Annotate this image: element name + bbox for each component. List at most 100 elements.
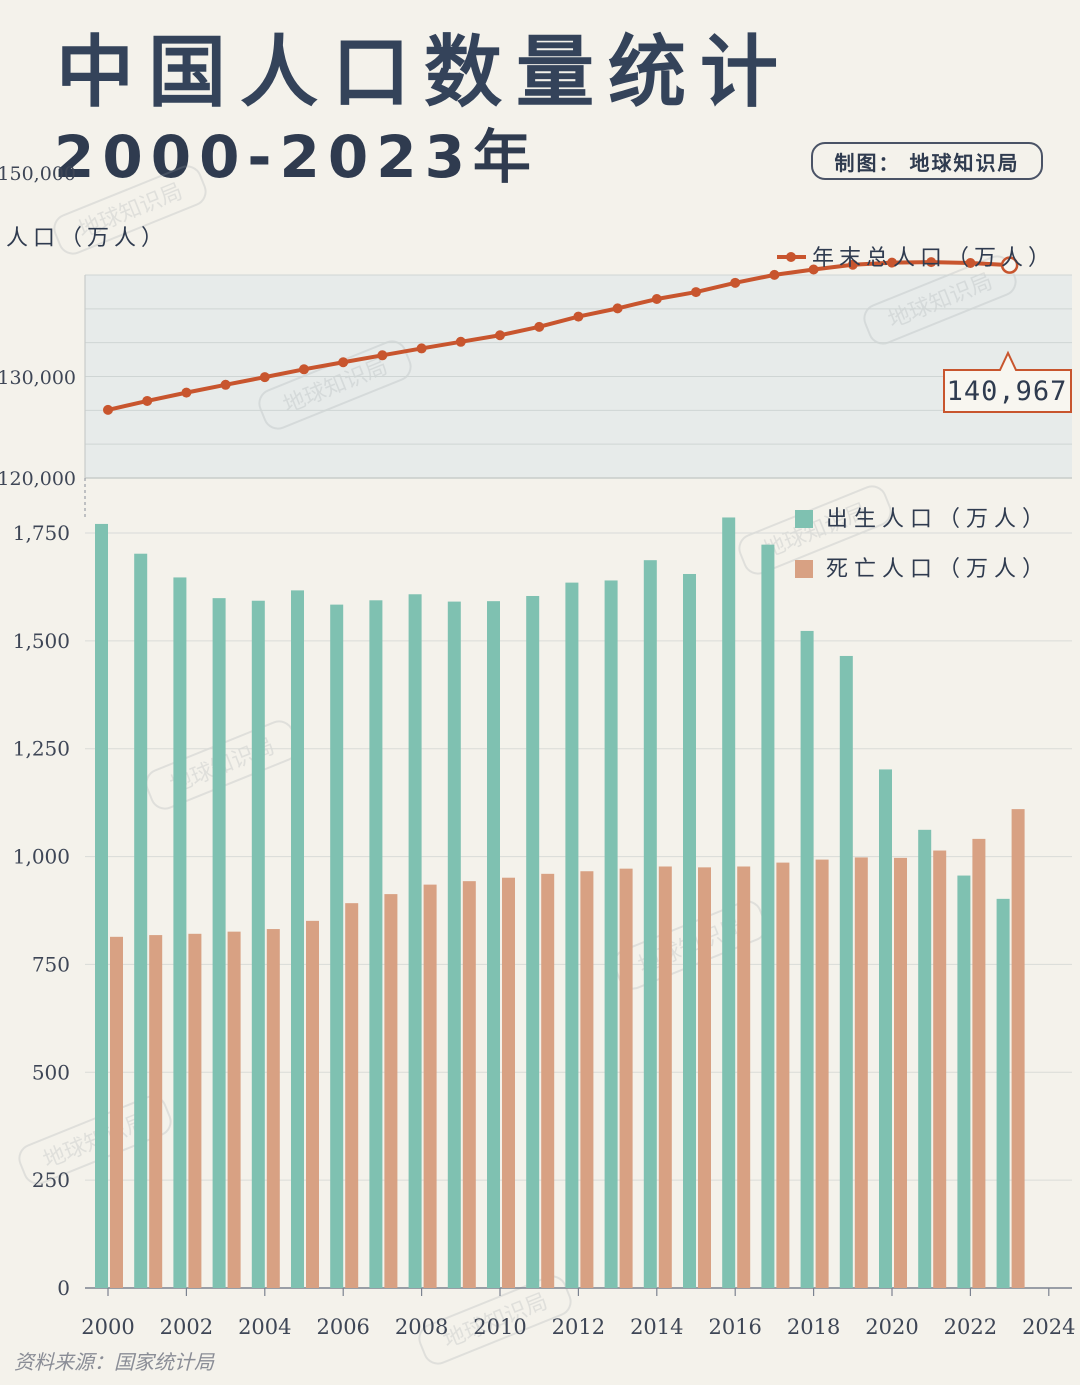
population-point: [416, 343, 427, 354]
watermark-frame: [53, 165, 207, 255]
population-point: [965, 258, 976, 269]
births-bar: [134, 553, 148, 1288]
births-bar: [526, 595, 540, 1288]
credit-badge: 制图： 地球知识局: [811, 142, 1043, 180]
births-bar: [408, 594, 422, 1288]
line-series: [103, 256, 1019, 415]
births-bar: [173, 577, 187, 1288]
population-point: [495, 330, 505, 341]
population-point: [651, 294, 662, 305]
x-tick-label: 2024: [1022, 1315, 1075, 1339]
births-legend-swatch: [795, 510, 813, 528]
births-bar: [212, 598, 226, 1288]
deaths-legend-label: 死亡人口（万人）: [826, 557, 1050, 582]
deaths-bar: [502, 877, 515, 1288]
births-legend-label: 出生人口（万人）: [826, 507, 1050, 532]
x-tick-label: 2018: [787, 1315, 840, 1339]
deaths-bar: [815, 859, 829, 1288]
x-tick-label: 2010: [473, 1315, 526, 1339]
bar-y-tick-label: 1,250: [13, 737, 70, 761]
population-point: [259, 372, 270, 383]
population-point: [338, 357, 349, 368]
line-y-tick-label: 120,000: [0, 468, 76, 490]
deaths-legend-swatch: [795, 560, 813, 578]
bar-y-tick-label: 1,500: [13, 629, 70, 653]
births-bar: [369, 600, 383, 1288]
population-point: [926, 257, 937, 268]
x-tick-label: 2012: [552, 1315, 605, 1339]
watermark-frame: [418, 1275, 572, 1365]
deaths-bar: [658, 866, 672, 1288]
deaths-bar: [698, 867, 711, 1288]
population-point: [887, 257, 897, 268]
births-bar: [839, 655, 853, 1288]
bar-chart-grid: [85, 532, 1072, 1289]
births-bar: [565, 582, 579, 1288]
line-legend-marker: [786, 252, 796, 262]
population-point: [534, 321, 545, 332]
population-point: [573, 311, 584, 322]
births-bar: [487, 601, 500, 1288]
population-point: [455, 336, 466, 347]
x-tick-label: 2008: [395, 1315, 448, 1339]
births-bar: [918, 829, 932, 1288]
data-source: 资料来源：国家统计局: [14, 1350, 214, 1374]
deaths-bar: [110, 936, 123, 1288]
x-tick-label: 2004: [238, 1315, 291, 1339]
deaths-bar: [423, 884, 437, 1288]
bar-y-tick-label: 1,000: [13, 845, 70, 869]
bar-y-tick-label: 0: [57, 1276, 70, 1300]
population-point: [377, 350, 388, 361]
bar-y-axis-labels: 1,750 1,500 1,250 1,000 750 500 250 0: [13, 521, 70, 1300]
deaths-bar: [384, 894, 398, 1288]
population-point: [142, 395, 153, 406]
population-point: [691, 287, 701, 298]
deaths-bar: [227, 931, 241, 1288]
bar-series: [95, 517, 1025, 1288]
bar-y-tick-label: 250: [32, 1168, 70, 1192]
bar-y-tick-label: 750: [32, 952, 70, 976]
deaths-bar: [580, 871, 594, 1288]
bar-y-tick-label: 500: [32, 1060, 70, 1084]
y-axis-title: 人口（万人）: [6, 226, 168, 251]
bar-legend: 出生人口（万人） 死亡人口（万人）: [795, 507, 1050, 582]
deaths-bar: [1011, 809, 1025, 1288]
births-bar: [447, 601, 461, 1288]
latest-value-callout: 140,967: [943, 350, 1072, 413]
deaths-bar: [737, 866, 751, 1288]
population-point: [181, 387, 192, 398]
population-point: [769, 269, 780, 280]
births-bar: [604, 580, 618, 1288]
x-tick-label: 2016: [708, 1315, 761, 1339]
births-bar: [879, 769, 892, 1288]
page-title: 中国人口数量统计: [56, 28, 793, 118]
population-line: [107, 260, 1010, 412]
births-bar: [722, 517, 736, 1288]
line-y-axis-labels: 150,000 130,000 120,000: [0, 163, 76, 490]
deaths-bar: [894, 857, 907, 1288]
callout-box: [943, 350, 1072, 413]
births-bar: [761, 544, 775, 1288]
line-y-tick-label: 150,000: [0, 163, 76, 185]
births-bar: [291, 590, 304, 1288]
population-point: [730, 277, 741, 288]
population-point: [103, 404, 113, 415]
population-point-latest: [1000, 256, 1019, 274]
births-bar: [800, 630, 814, 1288]
x-tick-label: 2022: [944, 1315, 997, 1339]
births-bar: [643, 560, 657, 1288]
births-bar: [251, 600, 265, 1288]
births-bar: [95, 523, 108, 1288]
x-tick-label: 2002: [160, 1315, 213, 1339]
population-point: [612, 303, 623, 314]
deaths-bar: [188, 933, 202, 1288]
x-axis-labels: 2000 2002 2004 2006 2008 2010 2012 2014 2016 2018…: [81, 1288, 1076, 1339]
population-point: [220, 379, 231, 390]
line-y-tick-label: 130,000: [0, 367, 76, 389]
deaths-bar: [306, 920, 319, 1288]
callout-value: 140,967: [947, 376, 1068, 407]
population-point: [299, 364, 309, 375]
line-legend: 年末总人口（万人）: [777, 246, 1050, 271]
deaths-bar: [345, 903, 359, 1288]
